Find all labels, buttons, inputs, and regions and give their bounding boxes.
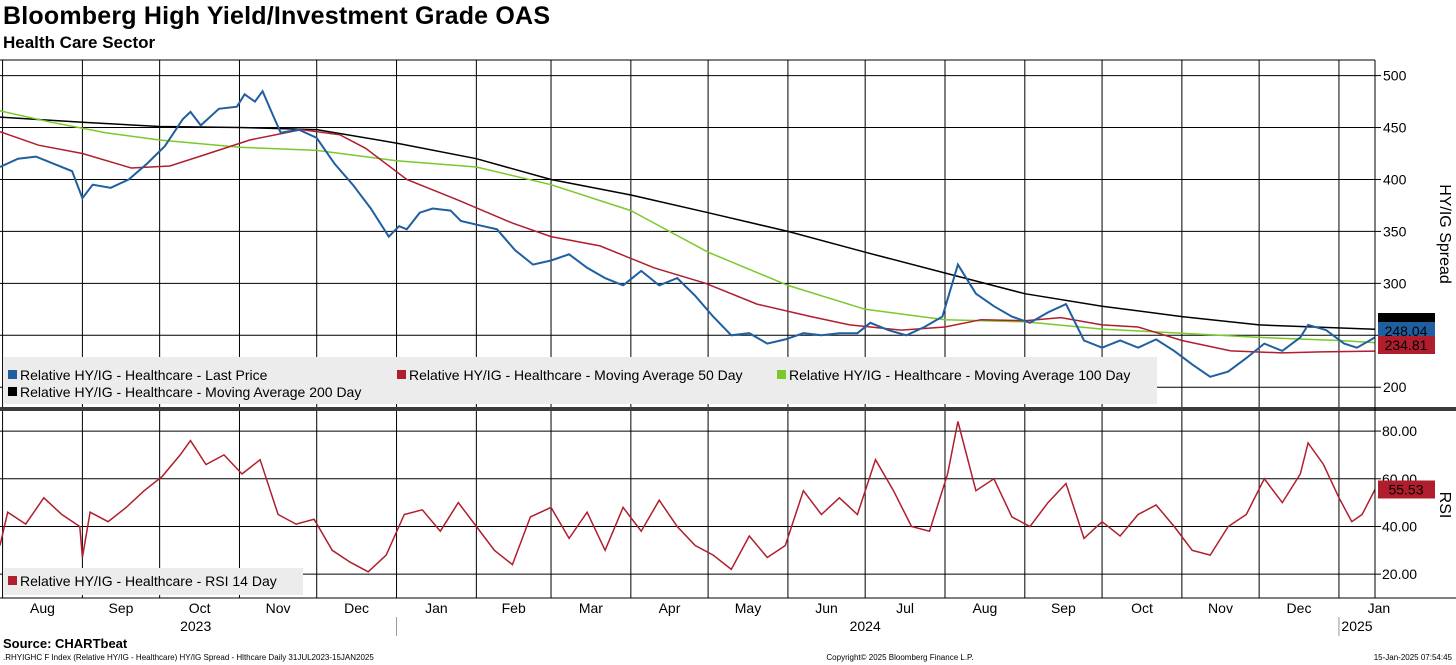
x-tick-label: Dec — [1287, 600, 1312, 616]
footer-copyright: Copyright© 2025 Bloomberg Finance L.P. — [826, 653, 973, 662]
axis-layer: 20025030035040045050020.0040.0060.0080.0… — [0, 60, 1456, 636]
x-tick-label: Sep — [109, 600, 134, 616]
chart-title: Bloomberg High Yield/Investment Grade OA… — [3, 2, 551, 30]
legend-layer: Relative HY/IG - Healthcare - Last Price… — [3, 357, 1157, 595]
x-tick-label: Aug — [972, 600, 997, 616]
x-year-label: 2025 — [1341, 618, 1372, 634]
footer-timestamp: 15-Jan-2025 07:54:45 — [1374, 653, 1453, 662]
last-value-tag-rsi: 55.53 — [1388, 482, 1423, 498]
x-tick-label: Jun — [815, 600, 838, 616]
x-year-label: 2023 — [180, 618, 211, 634]
x-tick-label: Oct — [1131, 600, 1153, 616]
chart-subtitle: Health Care Sector — [3, 33, 156, 52]
x-tick-label: Jan — [425, 600, 448, 616]
y-tick-label: 200 — [1383, 379, 1407, 395]
x-tick-label: Mar — [579, 600, 603, 616]
y-tick-label: 80.00 — [1382, 423, 1417, 439]
series-ma-200-day — [0, 116, 1376, 331]
legend-swatch — [397, 370, 406, 379]
x-tick-label: Apr — [659, 600, 681, 616]
top-legend-box — [3, 357, 1157, 404]
y-axis-title: HY/IG Spread — [1436, 184, 1453, 284]
x-tick-label: Aug — [30, 600, 55, 616]
last-value-tag-ma50-box — [1378, 336, 1435, 354]
rsi-legend-box — [3, 568, 303, 595]
series-last-price — [0, 89, 1376, 378]
x-tick-label: Jul — [896, 600, 914, 616]
y-tick-label: 450 — [1383, 120, 1407, 136]
last-value-tag-rsi-box — [1378, 480, 1435, 499]
y-tick-label: 400 — [1383, 171, 1407, 187]
x-tick-label: Oct — [189, 600, 211, 616]
y-tick-label: 40.00 — [1382, 518, 1417, 534]
legend-swatch — [8, 387, 17, 396]
y-tick-label: 300 — [1383, 275, 1407, 291]
legend-swatch — [8, 576, 17, 585]
grid-layer — [0, 59, 1375, 598]
series-ma-50-day — [0, 128, 1376, 354]
x-tick-label: Nov — [266, 600, 291, 616]
x-tick-label: Dec — [344, 600, 369, 616]
x-tick-label: Jan — [1368, 600, 1391, 616]
legend-label: Relative HY/IG - Healthcare - Moving Ave… — [789, 367, 1130, 383]
x-year-label: 2024 — [850, 618, 881, 634]
legend-label: Relative HY/IG - Healthcare - RSI 14 Day — [20, 573, 277, 589]
last-value-tag-ma50: 234.81 — [1385, 337, 1428, 353]
last-value-tag-last-price: 248.04 — [1385, 323, 1428, 339]
footer-index-info: .RHYIGHC F Index (Relative HY/IG - Healt… — [3, 653, 374, 662]
series-layer — [0, 89, 1376, 573]
legend-swatch — [8, 370, 17, 379]
y-tick-label: 350 — [1383, 223, 1407, 239]
y-tick-label: 500 — [1383, 68, 1407, 84]
series-ma-100-day — [0, 110, 1376, 344]
x-tick-label: Feb — [502, 600, 526, 616]
legend-swatch — [777, 370, 786, 379]
x-tick-label: May — [735, 600, 761, 616]
source-note: Source: CHARTbeat — [3, 636, 128, 651]
legend-label: Relative HY/IG - Healthcare - Last Price — [20, 367, 268, 383]
rsi-axis-title: RSI — [1436, 492, 1453, 519]
legend-label: Relative HY/IG - Healthcare - Moving Ave… — [20, 384, 361, 400]
series-rsi-14-day — [0, 421, 1376, 573]
y-tick-label: 20.00 — [1382, 566, 1417, 582]
x-tick-label: Nov — [1208, 600, 1233, 616]
legend-label: Relative HY/IG - Healthcare - Moving Ave… — [409, 367, 743, 383]
last-value-tag-last-price-box — [1378, 322, 1435, 340]
x-tick-label: Sep — [1051, 600, 1076, 616]
panel-divider — [0, 407, 1456, 411]
